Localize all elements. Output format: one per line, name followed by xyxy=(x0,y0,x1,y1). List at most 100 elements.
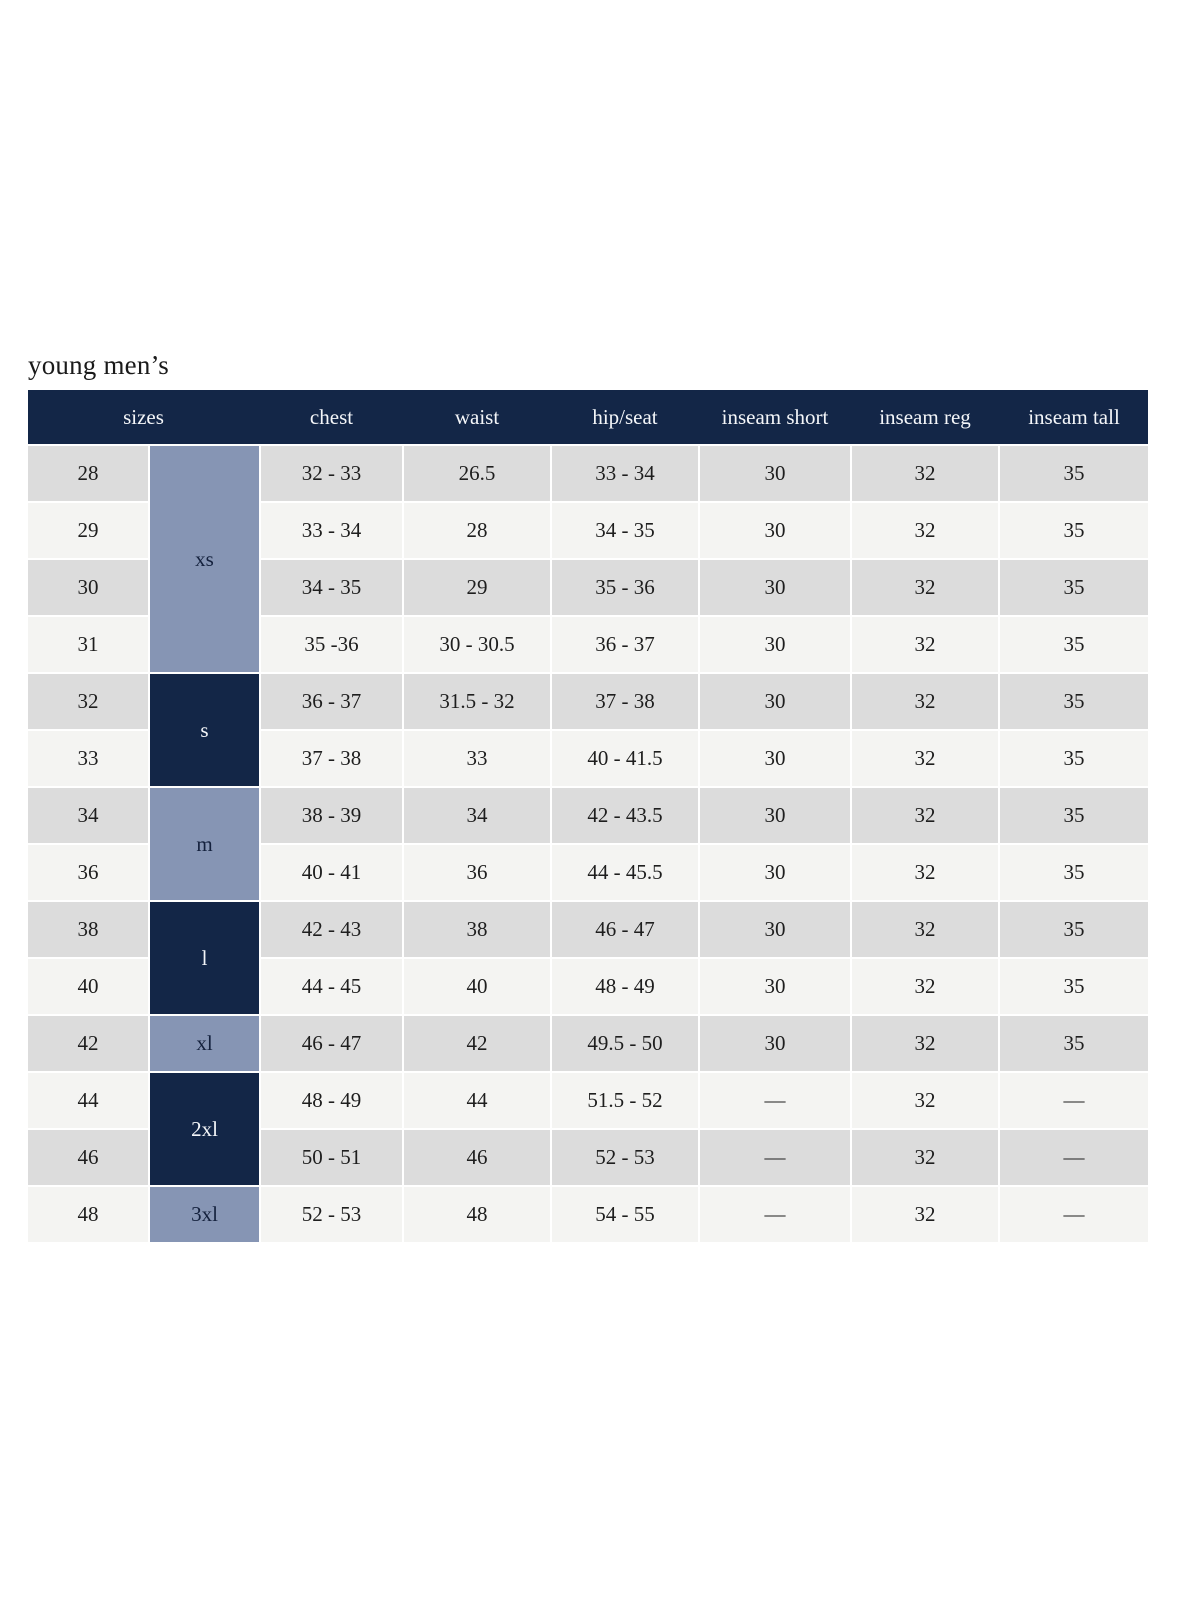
cell-inseam-short: 30 xyxy=(700,560,850,615)
cell-inseam-reg: 32 xyxy=(852,845,998,900)
cell-inseam-short: — xyxy=(700,1073,850,1128)
cell-inseam-reg: 32 xyxy=(852,902,998,957)
cell-inseam-short: — xyxy=(700,1130,850,1185)
column-header-waist: waist xyxy=(454,404,500,429)
column-header-inseam-reg: inseam reg xyxy=(879,404,971,429)
cell-inseam-tall: 35 xyxy=(1000,902,1148,957)
page-title: young men’s xyxy=(28,350,169,380)
cell-inseam-short: 30 xyxy=(700,902,850,957)
cell-waist: 29 xyxy=(404,560,550,615)
cell-hip-seat: 35 - 36 xyxy=(552,560,698,615)
cell-inseam-reg: 32 xyxy=(852,560,998,615)
cell-inseam-short: 30 xyxy=(700,674,850,729)
cell-size: 33 xyxy=(28,731,148,786)
cell-hip-seat: 34 - 35 xyxy=(552,503,698,558)
cell-inseam-short: 30 xyxy=(700,845,850,900)
cell-inseam-reg: 32 xyxy=(852,674,998,729)
cell-inseam-reg: 32 xyxy=(852,503,998,558)
cell-inseam-reg: 32 xyxy=(852,1073,998,1128)
size-group-m: m xyxy=(150,788,259,900)
cell-inseam-short: 30 xyxy=(700,788,850,843)
cell-size: 36 xyxy=(28,845,148,900)
cell-hip-seat: 49.5 - 50 xyxy=(552,1016,698,1071)
cell-inseam-reg: 32 xyxy=(852,731,998,786)
cell-hip-seat: 33 - 34 xyxy=(552,446,698,501)
column-header-hip-seat: hip/seat xyxy=(592,404,658,429)
cell-waist: 44 xyxy=(404,1073,550,1128)
size-chart-grid: sizes chest waist hip/seat inseam short … xyxy=(28,390,1148,1242)
cell-waist: 42 xyxy=(404,1016,550,1071)
cell-waist: 26.5 xyxy=(404,446,550,501)
cell-inseam-short: 30 xyxy=(700,731,850,786)
cell-inseam-tall: 35 xyxy=(1000,674,1148,729)
cell-inseam-tall: 35 xyxy=(1000,617,1148,672)
cell-hip-seat: 37 - 38 xyxy=(552,674,698,729)
cell-inseam-reg: 32 xyxy=(852,1016,998,1071)
size-group-xl: xl xyxy=(150,1016,259,1071)
cell-size: 34 xyxy=(28,788,148,843)
cell-inseam-reg: 32 xyxy=(852,1130,998,1185)
cell-inseam-reg: 32 xyxy=(852,788,998,843)
cell-inseam-short: 30 xyxy=(700,1016,850,1071)
column-header-chest: chest xyxy=(309,404,354,429)
cell-hip-seat: 48 - 49 xyxy=(552,959,698,1014)
size-group-s: s xyxy=(150,674,259,786)
cell-inseam-tall: — xyxy=(1000,1187,1148,1242)
cell-waist: 40 xyxy=(404,959,550,1014)
cell-inseam-tall: 35 xyxy=(1000,845,1148,900)
cell-size: 42 xyxy=(28,1016,148,1071)
cell-waist: 34 xyxy=(404,788,550,843)
size-chart-header-row: sizes chest waist hip/seat inseam short … xyxy=(28,390,1148,444)
cell-size: 30 xyxy=(28,560,148,615)
cell-inseam-reg: 32 xyxy=(852,446,998,501)
cell-inseam-tall: 35 xyxy=(1000,503,1148,558)
cell-hip-seat: 40 - 41.5 xyxy=(552,731,698,786)
cell-waist: 36 xyxy=(404,845,550,900)
cell-size: 38 xyxy=(28,902,148,957)
size-group-3xl: 3xl xyxy=(150,1187,259,1242)
cell-chest: 52 - 53 xyxy=(261,1187,402,1242)
column-header-inseam-short: inseam short xyxy=(721,404,829,429)
cell-chest: 40 - 41 xyxy=(261,845,402,900)
cell-hip-seat: 42 - 43.5 xyxy=(552,788,698,843)
cell-inseam-short: 30 xyxy=(700,503,850,558)
cell-size: 44 xyxy=(28,1073,148,1128)
cell-inseam-short: 30 xyxy=(700,446,850,501)
cell-inseam-tall: — xyxy=(1000,1073,1148,1128)
cell-waist: 31.5 - 32 xyxy=(404,674,550,729)
cell-waist: 30 - 30.5 xyxy=(404,617,550,672)
cell-chest: 38 - 39 xyxy=(261,788,402,843)
cell-inseam-reg: 32 xyxy=(852,617,998,672)
size-group-xs: xs xyxy=(150,446,259,672)
cell-inseam-reg: 32 xyxy=(852,959,998,1014)
column-header-sizes: sizes xyxy=(123,404,164,429)
cell-size: 29 xyxy=(28,503,148,558)
cell-inseam-short: 30 xyxy=(700,617,850,672)
cell-hip-seat: 36 - 37 xyxy=(552,617,698,672)
cell-chest: 34 - 35 xyxy=(261,560,402,615)
cell-chest: 36 - 37 xyxy=(261,674,402,729)
cell-waist: 38 xyxy=(404,902,550,957)
cell-hip-seat: 54 - 55 xyxy=(552,1187,698,1242)
cell-hip-seat: 44 - 45.5 xyxy=(552,845,698,900)
cell-hip-seat: 51.5 - 52 xyxy=(552,1073,698,1128)
cell-waist: 48 xyxy=(404,1187,550,1242)
cell-chest: 44 - 45 xyxy=(261,959,402,1014)
cell-size: 32 xyxy=(28,674,148,729)
cell-inseam-tall: 35 xyxy=(1000,560,1148,615)
cell-chest: 48 - 49 xyxy=(261,1073,402,1128)
size-chart: sizes chest waist hip/seat inseam short … xyxy=(28,390,1148,1242)
cell-inseam-tall: 35 xyxy=(1000,959,1148,1014)
cell-inseam-tall: 35 xyxy=(1000,731,1148,786)
cell-chest: 42 - 43 xyxy=(261,902,402,957)
cell-chest: 35 -36 xyxy=(261,617,402,672)
cell-chest: 50 - 51 xyxy=(261,1130,402,1185)
cell-inseam-reg: 32 xyxy=(852,1187,998,1242)
cell-inseam-tall: — xyxy=(1000,1130,1148,1185)
cell-size: 46 xyxy=(28,1130,148,1185)
cell-chest: 46 - 47 xyxy=(261,1016,402,1071)
cell-waist: 33 xyxy=(404,731,550,786)
cell-chest: 37 - 38 xyxy=(261,731,402,786)
size-group-l: l xyxy=(150,902,259,1014)
cell-size: 40 xyxy=(28,959,148,1014)
